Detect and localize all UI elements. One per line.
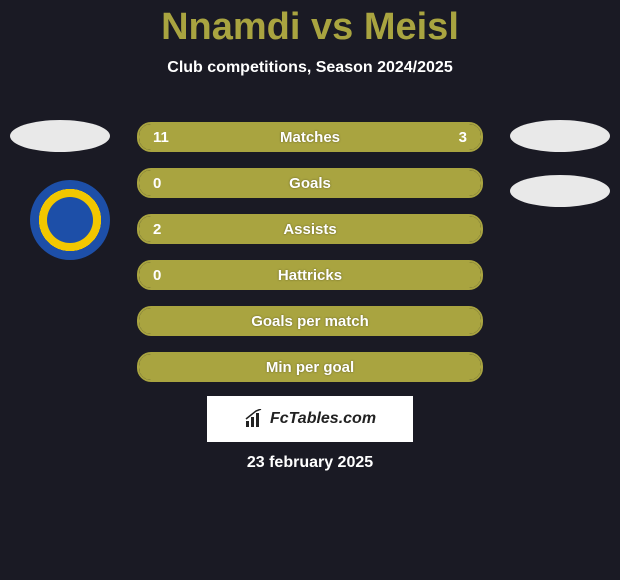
stats-bars-container: 11Matches3 0Goals 2Assists 0Hattricks Goals …	[137, 122, 483, 398]
stat-bar: 11Matches3	[137, 122, 483, 152]
player-right-badge-1	[510, 120, 610, 152]
footer-date: 23 february 2025	[0, 454, 620, 472]
stat-bar: 0Hattricks	[137, 260, 483, 290]
stat-value-right: 3	[459, 129, 467, 146]
stat-label: Goals	[139, 175, 481, 192]
stat-label: Min per goal	[139, 359, 481, 376]
stat-bar: Min per goal	[137, 352, 483, 382]
player-left-badge	[10, 120, 110, 152]
stat-label: Assists	[139, 221, 481, 238]
stat-label: Matches	[139, 129, 481, 146]
stat-label: Goals per match	[139, 313, 481, 330]
page-title: Nnamdi vs Meisl	[0, 0, 620, 49]
page-subtitle: Club competitions, Season 2024/2025	[0, 59, 620, 77]
brand-box[interactable]: FcTables.com	[207, 396, 413, 442]
player-right-badge-2	[510, 175, 610, 207]
stat-bar: 0Goals	[137, 168, 483, 198]
brand-text: FcTables.com	[270, 410, 376, 428]
club-logo-inner	[47, 197, 93, 243]
stat-bar: 2Assists	[137, 214, 483, 244]
stat-label: Hattricks	[139, 267, 481, 284]
club-logo	[30, 180, 110, 260]
chart-icon	[244, 409, 264, 429]
stat-bar: Goals per match	[137, 306, 483, 336]
